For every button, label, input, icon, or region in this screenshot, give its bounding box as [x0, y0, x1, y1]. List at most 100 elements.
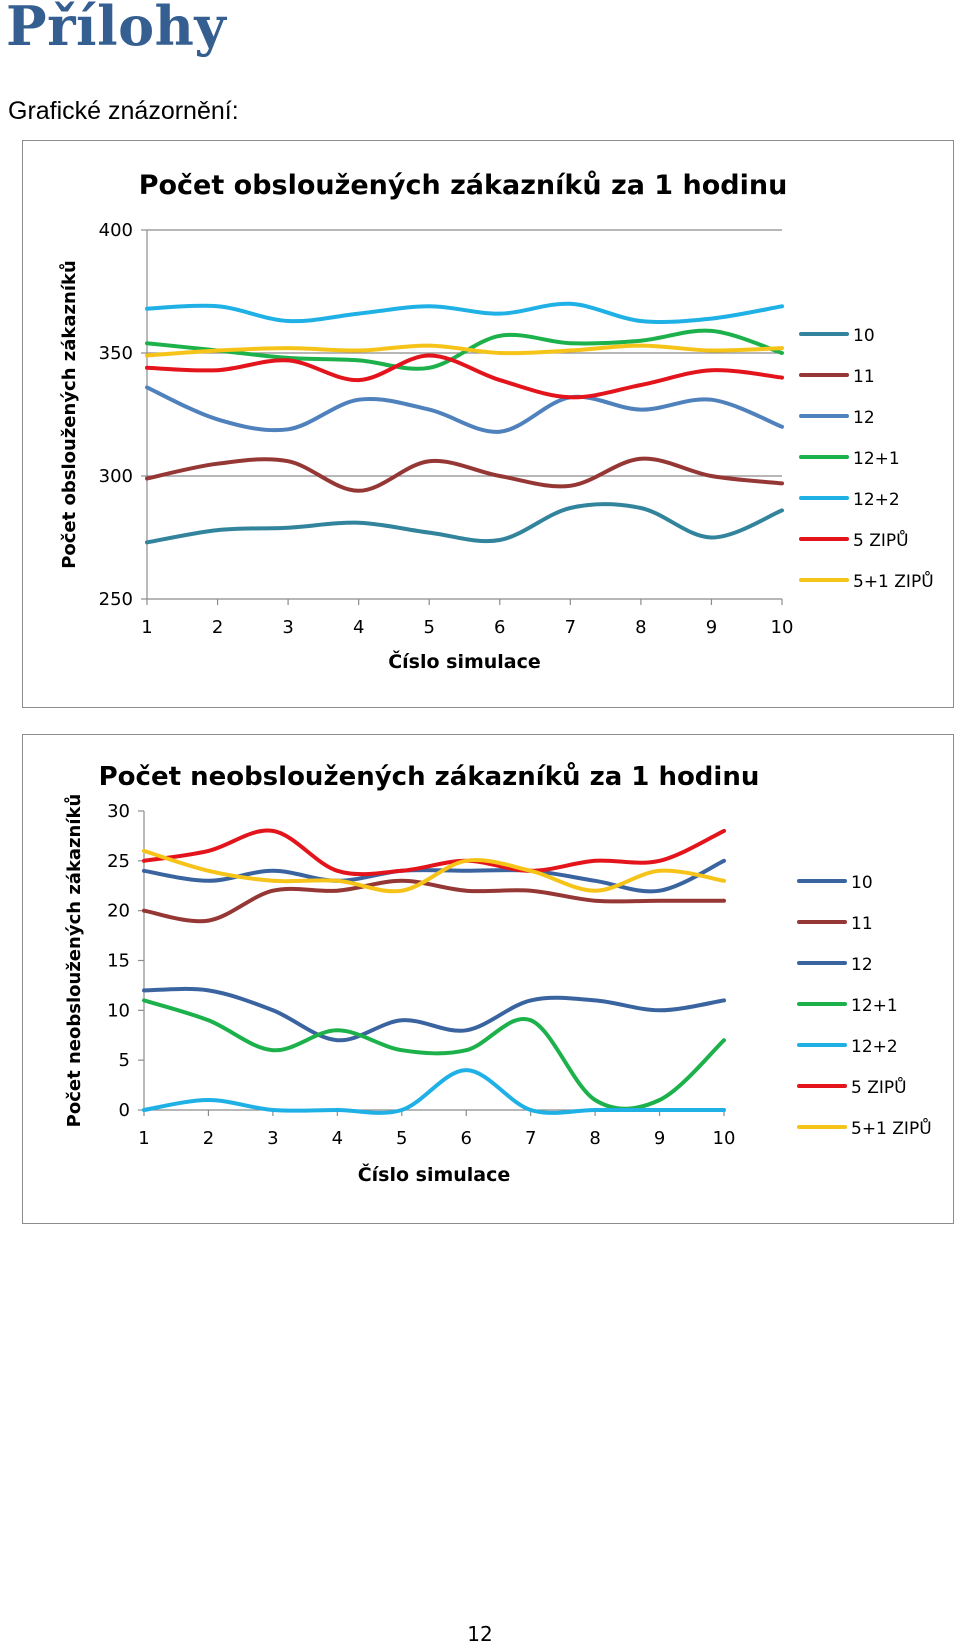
unserved-customers-chart-svg: Počet neobsloužených zákazníků za 1 hodi… [63, 761, 932, 1186]
series-line-6 [145, 343, 784, 358]
data-point [427, 353, 431, 357]
legend-label: 10 [851, 873, 873, 893]
x-tick-label: 6 [460, 1128, 471, 1149]
data-point [498, 474, 502, 478]
y-tick-label: 30 [107, 801, 130, 822]
series-line-5 [142, 828, 726, 877]
data-point [142, 1108, 146, 1112]
data-point [216, 417, 220, 421]
x-tick-label: 4 [332, 1128, 343, 1149]
data-point [427, 531, 431, 535]
data-point [658, 1008, 662, 1012]
data-point [271, 1108, 275, 1112]
data-point [658, 869, 662, 873]
x-axis-label: Číslo simulace [358, 1162, 511, 1186]
x-tick-label: 9 [654, 1128, 665, 1149]
data-point [400, 1018, 404, 1022]
series-line-0 [145, 502, 784, 545]
x-tick-label: 8 [635, 617, 646, 638]
unserved-customers-chart: Počet neobsloužených zákazníků za 1 hodi… [22, 734, 954, 1224]
data-point [568, 395, 572, 399]
data-point [145, 366, 149, 370]
data-point [593, 879, 597, 883]
data-point [286, 358, 290, 362]
legend-label: 12+2 [851, 1037, 898, 1057]
x-tick-label: 3 [267, 1128, 278, 1149]
data-point [145, 353, 149, 357]
data-point [142, 988, 146, 992]
legend-label: 12+2 [853, 490, 900, 510]
legend-label: 12+1 [851, 996, 898, 1016]
x-tick-label: 5 [423, 617, 434, 638]
data-point [722, 998, 726, 1002]
data-point [464, 1028, 468, 1032]
y-tick-label: 25 [107, 851, 130, 872]
data-point [639, 383, 643, 387]
data-point [780, 304, 784, 308]
data-point [498, 312, 502, 316]
legend-label: 12+1 [853, 449, 900, 469]
data-point [335, 1108, 339, 1112]
data-point [593, 1098, 597, 1102]
data-point [335, 1028, 339, 1032]
data-point [464, 869, 468, 873]
data-point [464, 1068, 468, 1072]
data-point [357, 358, 361, 362]
data-point [286, 319, 290, 323]
data-point [593, 889, 597, 893]
data-point [722, 879, 726, 883]
data-point [286, 526, 290, 530]
data-point [145, 307, 149, 311]
data-point [206, 879, 210, 883]
data-point [722, 1038, 726, 1042]
x-tick-label: 5 [396, 1128, 407, 1149]
data-point [206, 988, 210, 992]
data-point [709, 349, 713, 353]
data-point [400, 889, 404, 893]
data-point [142, 859, 146, 863]
data-point [427, 459, 431, 463]
data-point [206, 1018, 210, 1022]
x-axis-label: Číslo simulace [388, 649, 541, 673]
data-point [145, 341, 149, 345]
y-tick-label: 10 [107, 1000, 130, 1021]
data-point [145, 540, 149, 544]
series-line-3 [145, 328, 784, 371]
data-point [709, 398, 713, 402]
data-point [639, 408, 643, 412]
data-point [142, 849, 146, 853]
data-point [142, 998, 146, 1002]
data-point [498, 430, 502, 434]
data-point [335, 869, 339, 873]
data-point [271, 1008, 275, 1012]
data-point [335, 879, 339, 883]
served-customers-chart: Počet obsloužených zákazníků za 1 hodinu… [22, 140, 954, 708]
x-tick-label: 7 [525, 1128, 536, 1149]
x-tick-label: 2 [212, 617, 223, 638]
data-point [639, 457, 643, 461]
data-point [639, 319, 643, 323]
data-point [216, 349, 220, 353]
data-point [206, 919, 210, 923]
data-point [271, 889, 275, 893]
data-point [780, 481, 784, 485]
legend-label: 12 [851, 955, 873, 975]
data-point [658, 899, 662, 903]
legend-label: 11 [851, 914, 873, 934]
legend-label: 5 ZIPŮ [851, 1076, 907, 1098]
data-point [780, 425, 784, 429]
legend-label: 12 [853, 408, 875, 428]
data-point [400, 879, 404, 883]
data-point [529, 889, 533, 893]
x-tick-label: 6 [494, 617, 505, 638]
data-point [568, 302, 572, 306]
data-point [206, 869, 210, 873]
y-tick-label: 15 [107, 951, 130, 972]
data-point [780, 351, 784, 355]
x-tick-label: 8 [589, 1128, 600, 1149]
chart-title: Počet neobsloužených zákazníků za 1 hodi… [99, 761, 760, 792]
data-point [593, 859, 597, 863]
y-tick-label: 0 [119, 1100, 130, 1121]
y-tick-label: 250 [99, 589, 133, 610]
series-line-1 [142, 878, 726, 924]
